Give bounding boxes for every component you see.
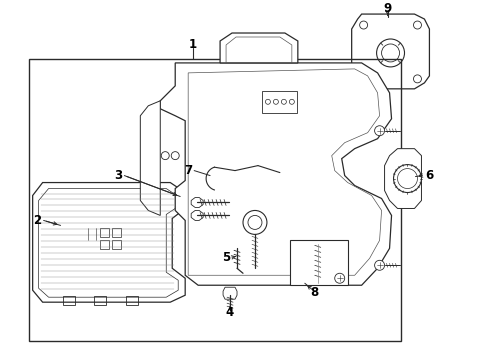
Circle shape	[161, 152, 169, 159]
Circle shape	[374, 260, 385, 270]
Bar	[112, 228, 122, 237]
Polygon shape	[223, 287, 237, 299]
Polygon shape	[385, 149, 421, 208]
Text: 7: 7	[184, 164, 192, 177]
Circle shape	[393, 165, 421, 193]
Text: 1: 1	[189, 39, 197, 51]
Text: 5: 5	[222, 251, 230, 264]
Text: 4: 4	[226, 306, 234, 319]
Bar	[290, 240, 348, 285]
Circle shape	[171, 152, 179, 159]
Text: 9: 9	[384, 1, 392, 15]
Bar	[100, 240, 109, 249]
Polygon shape	[191, 211, 203, 220]
Text: 3: 3	[114, 169, 122, 182]
Circle shape	[374, 126, 385, 136]
Polygon shape	[220, 33, 298, 63]
Bar	[100, 228, 109, 237]
Text: 8: 8	[311, 286, 319, 299]
Text: 2: 2	[34, 214, 42, 227]
Bar	[126, 296, 138, 305]
Polygon shape	[191, 198, 203, 207]
Bar	[63, 296, 74, 305]
Text: 6: 6	[425, 169, 434, 182]
Bar	[262, 91, 297, 113]
Circle shape	[335, 273, 344, 283]
Polygon shape	[160, 63, 392, 285]
Bar	[112, 240, 122, 249]
Bar	[29, 59, 400, 341]
Polygon shape	[33, 183, 185, 302]
Circle shape	[243, 211, 267, 234]
Bar	[95, 296, 106, 305]
Polygon shape	[140, 101, 160, 215]
